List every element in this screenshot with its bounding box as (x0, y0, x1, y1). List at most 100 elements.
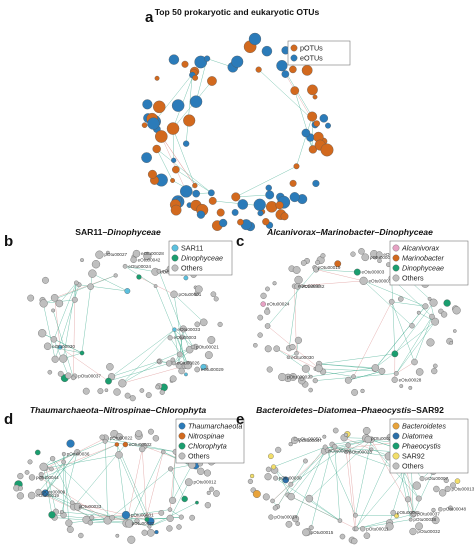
network-edge (169, 482, 190, 519)
network-node (260, 292, 267, 299)
network-node (136, 274, 142, 280)
legend-swatch (392, 244, 400, 252)
network-edge (316, 269, 358, 273)
network-node (419, 476, 425, 482)
network-node (363, 532, 371, 539)
network-node (450, 482, 456, 489)
node-label: pOtu00007 (425, 476, 448, 481)
network-node (172, 327, 177, 332)
network-node (132, 249, 141, 258)
panel-letter: a (145, 9, 154, 26)
network-node (351, 374, 356, 379)
network-node (38, 471, 44, 477)
network-node (115, 533, 120, 538)
node-label: pOtu00031 (131, 513, 154, 518)
legend-swatch (392, 452, 400, 460)
legend-box (168, 240, 233, 276)
network-node (454, 478, 461, 484)
network-edge (396, 361, 415, 374)
network-edge (311, 116, 314, 150)
network-node (170, 290, 178, 298)
legend-label: Others (402, 274, 424, 283)
network-edge (363, 280, 426, 307)
network-nodes (141, 32, 334, 232)
network-node (411, 511, 417, 517)
network-node (147, 117, 160, 130)
network-node (125, 519, 134, 528)
network-node (43, 342, 52, 350)
network-node (194, 321, 201, 328)
node-label: pOtu00045 (397, 510, 420, 515)
network-edge (315, 373, 397, 381)
network-node (172, 165, 180, 174)
node-label: pOtu00037 (417, 512, 440, 517)
network-nodes (13, 428, 220, 544)
network-edge (122, 365, 185, 384)
node-label: pOtu00021 (196, 344, 219, 349)
network-node (351, 389, 359, 396)
legend-swatch (178, 452, 186, 460)
network-edge (391, 301, 426, 307)
network-node (105, 377, 112, 385)
network-node (275, 446, 282, 453)
network-edge (403, 471, 419, 499)
network-node (257, 210, 264, 217)
node-label: pOtu00036 (67, 452, 90, 457)
network-node (301, 64, 313, 76)
network-node (47, 369, 53, 375)
panel-title: Thaumarchaeota–Nitrospinae–Chlorophyta (30, 405, 206, 415)
legend-box (175, 418, 245, 464)
network-node (377, 258, 382, 263)
network-node (337, 518, 343, 523)
network-edge (332, 439, 369, 445)
network-node (427, 296, 432, 301)
network-node (431, 516, 440, 525)
network-node (272, 505, 278, 511)
network-node (102, 438, 108, 444)
network-edge (155, 285, 189, 366)
network-node (71, 375, 76, 381)
network-edge (315, 368, 382, 372)
network-node (440, 311, 448, 318)
node-labels: pOtu00048 pOtu00032 pOtu00045 pOtu00023 pOtu… (274, 436, 474, 535)
network-node (375, 251, 383, 258)
network-node (189, 514, 196, 521)
network-node (292, 266, 301, 274)
network-node (288, 481, 294, 487)
network-node (307, 111, 318, 122)
network-node (122, 441, 129, 448)
network-node (273, 475, 279, 481)
network-node (275, 201, 284, 210)
network-node (51, 355, 59, 363)
legend: BacteroidetesDiatomeaPhaeocystisSAR92Oth… (389, 418, 469, 474)
network-edge (44, 492, 92, 518)
network-edge (41, 444, 117, 479)
network-node (265, 184, 272, 192)
network-node (255, 66, 262, 73)
node-label: pOtu00032 (417, 529, 440, 534)
network-node (158, 510, 165, 516)
network-edge (107, 468, 171, 521)
network-edge (287, 494, 341, 521)
legend-swatch (290, 44, 298, 52)
network-node (124, 392, 131, 399)
network-node (34, 449, 41, 456)
network-node (268, 514, 274, 520)
network-edge (52, 458, 73, 503)
network-node (135, 430, 143, 438)
node-label: eOtu00026 (177, 361, 200, 366)
network-edge (288, 286, 298, 349)
network-node (391, 350, 399, 358)
network-node (204, 55, 211, 62)
network-node (194, 285, 203, 294)
network-node (65, 519, 73, 527)
network-node (59, 510, 64, 514)
network-node (122, 263, 128, 269)
network-node (24, 470, 30, 475)
network-edge (235, 166, 297, 198)
legend-swatch (290, 54, 298, 62)
network-node (181, 60, 189, 68)
network-node (57, 345, 63, 350)
legend-swatch (178, 442, 186, 450)
network-node (300, 260, 307, 266)
